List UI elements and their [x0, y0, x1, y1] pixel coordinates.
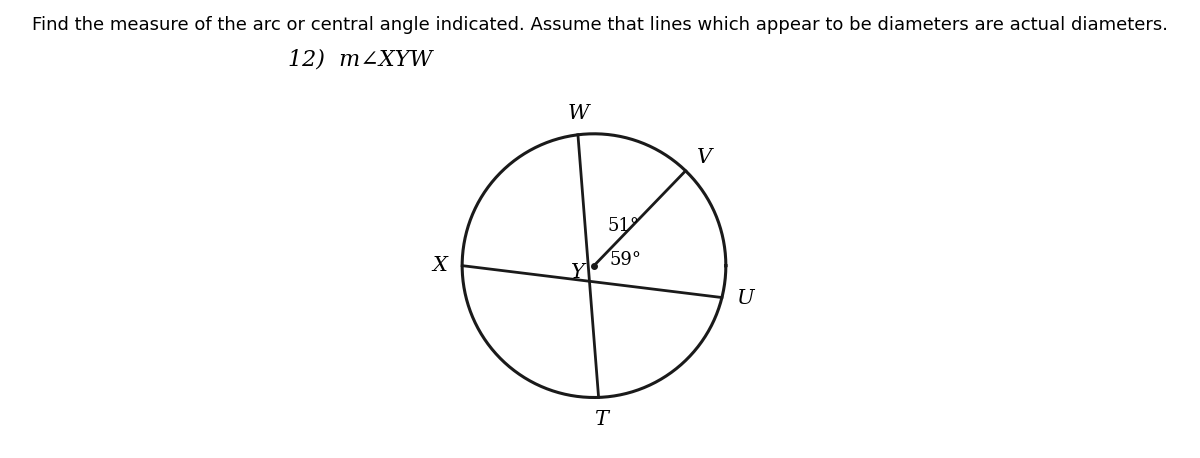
Text: Find the measure of the arc or central angle indicated. Assume that lines which : Find the measure of the arc or central a…: [32, 16, 1168, 34]
Text: T: T: [594, 410, 608, 429]
Text: W: W: [568, 104, 589, 123]
Text: 12)  m∠XYW: 12) m∠XYW: [288, 49, 432, 71]
Text: 59°: 59°: [610, 251, 642, 269]
Text: 51°: 51°: [607, 217, 640, 235]
Text: Y: Y: [571, 263, 586, 282]
Text: V: V: [696, 148, 712, 167]
Text: X: X: [432, 256, 448, 275]
Text: U: U: [736, 289, 754, 308]
